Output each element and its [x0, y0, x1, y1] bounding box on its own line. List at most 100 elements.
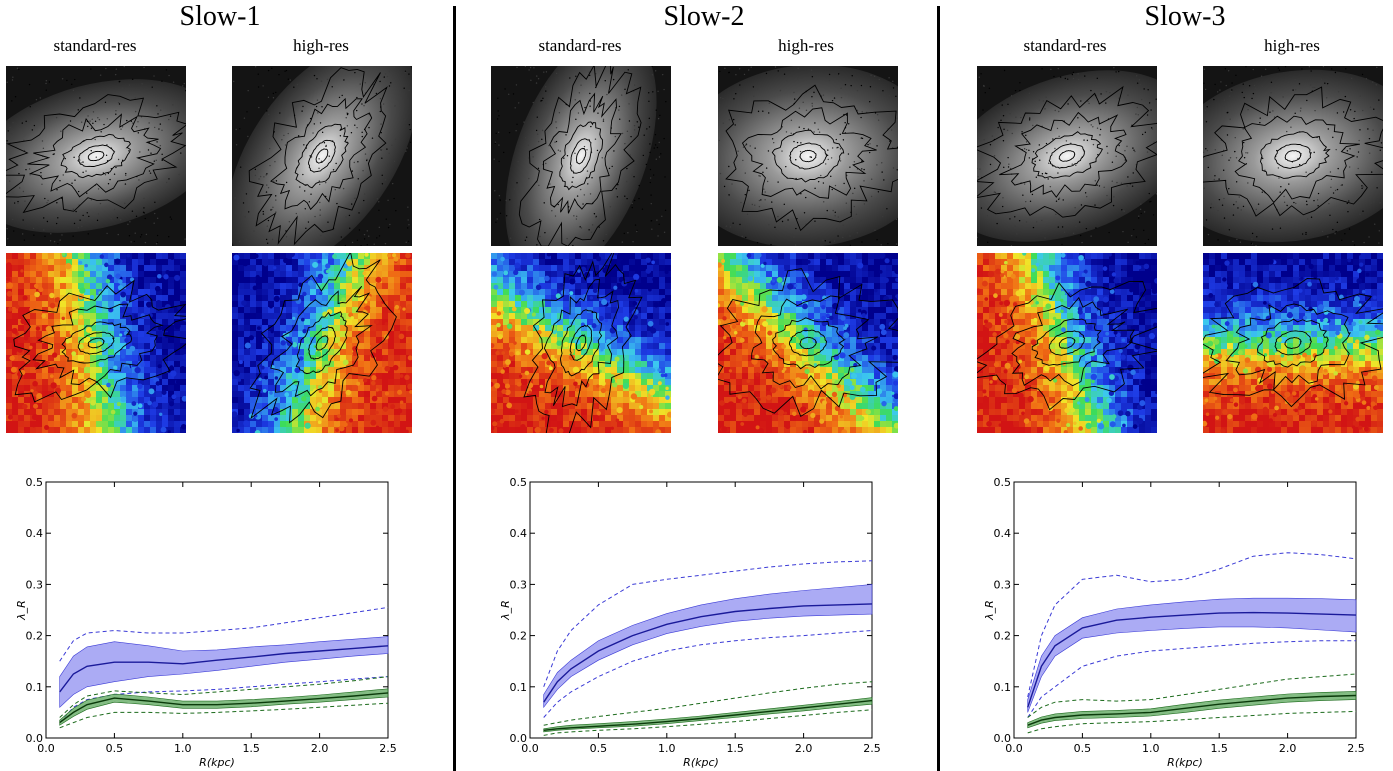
panel-title-slow-3: Slow-3	[1144, 1, 1226, 32]
contour-line	[1011, 296, 1135, 387]
series-line-high	[59, 692, 389, 724]
contour-line	[270, 97, 373, 211]
x-tick-label: 2.0	[311, 742, 329, 755]
contour-line	[1203, 278, 1383, 408]
lambda-r-plot-slow-3: 0.0 0.5 1.0 1.5 2.0 2.5 0.0 0.1 0.2 0.3 0.4 0.5 R(kp…	[984, 476, 1364, 769]
y-tick-label: 0.1	[26, 681, 44, 694]
density-map-standard-res	[977, 66, 1157, 246]
contour-line	[32, 303, 164, 385]
y-tick-label: 0.5	[510, 476, 528, 489]
x-tick-label: 1.5	[726, 742, 744, 755]
x-tick-label: 1.5	[242, 742, 260, 755]
contour-line	[718, 268, 898, 418]
series-dashed-upper-high	[1027, 673, 1357, 718]
series-line-standard	[1027, 611, 1357, 708]
panel-title-slow-2: Slow-2	[663, 1, 745, 32]
contour-line	[1058, 337, 1076, 349]
x-tick-label: 0.5	[106, 742, 124, 755]
velocity-map-high-res	[1203, 253, 1383, 433]
contour-line	[27, 113, 162, 198]
contour-line	[77, 331, 115, 355]
density-map-standard-res	[491, 66, 671, 246]
high-res-label: high-res	[1264, 36, 1320, 55]
series-band-high	[543, 697, 873, 733]
y-axis-label: λ_R	[984, 600, 996, 621]
x-tick-label: 2.5	[1347, 742, 1364, 755]
contour-line	[999, 111, 1128, 198]
contour-line	[543, 278, 619, 408]
y-tick-label: 0.3	[510, 578, 528, 591]
y-tick-label: 0.3	[994, 578, 1012, 591]
y-axis-label: λ_R	[500, 600, 512, 621]
contour-line	[1203, 86, 1383, 217]
y-tick-label: 0.2	[994, 630, 1012, 643]
panel-divider-1	[453, 6, 456, 771]
y-tick-label: 0.5	[26, 476, 44, 489]
series-band-standard	[1027, 597, 1357, 713]
x-axis-label: R(kpc)	[199, 756, 235, 769]
series-line-high	[1027, 694, 1357, 726]
contour-line	[60, 133, 132, 179]
contour-line	[6, 94, 186, 214]
series-dashed-lower-high	[1027, 710, 1357, 734]
contour-line	[1284, 150, 1302, 162]
contour-line	[87, 150, 105, 162]
contour-line	[575, 334, 587, 352]
contour-line	[799, 336, 817, 350]
x-tick-label: 1.5	[1210, 742, 1228, 755]
series-dashed-upper-standard	[59, 606, 389, 662]
contour-line	[77, 144, 116, 167]
x-tick-label: 0.0	[1005, 742, 1023, 755]
contour-line	[249, 253, 397, 424]
contour-line	[559, 309, 603, 377]
series-band-high	[59, 688, 389, 726]
y-tick-label: 0.0	[26, 732, 44, 745]
contour-line	[1284, 337, 1302, 349]
series-dashed-upper-standard	[543, 560, 873, 687]
high-res-label: high-res	[778, 36, 834, 55]
x-axis-label: R(kpc)	[1167, 756, 1203, 769]
y-tick-label: 0.4	[26, 527, 44, 540]
contour-line	[977, 85, 1157, 218]
y-tick-label: 0.4	[510, 527, 528, 540]
contour-line	[741, 107, 877, 199]
contour-line	[569, 324, 593, 361]
contour-line	[725, 84, 898, 232]
contour-line	[308, 326, 336, 360]
series-dashed-upper-standard	[1027, 552, 1357, 698]
contour-line	[771, 129, 845, 183]
series-band-standard	[543, 584, 873, 709]
contour-line	[308, 139, 336, 173]
standard-res-label: standard-res	[1023, 36, 1107, 55]
x-tick-label: 2.0	[1279, 742, 1297, 755]
contour-line	[87, 337, 106, 349]
series-line-standard	[59, 645, 389, 693]
density-map-high-res	[232, 66, 412, 246]
density-map-standard-res	[6, 66, 186, 246]
contour-line	[575, 147, 587, 165]
lambda-r-plot-slow-2: 0.0 0.5 1.0 1.5 2.0 2.5 0.0 0.1 0.2 0.3 0.4 0.5 R(kp…	[500, 476, 880, 769]
series-band-standard	[59, 636, 389, 708]
x-tick-label: 1.0	[658, 742, 676, 755]
x-tick-label: 2.5	[863, 742, 880, 755]
series-line-standard	[543, 603, 873, 703]
density-map-high-res	[718, 66, 898, 246]
contour-line	[569, 138, 592, 174]
contour-line	[977, 280, 1157, 411]
contour-line	[1048, 143, 1085, 169]
panel-divider-2	[937, 6, 940, 771]
series-band-high	[1027, 691, 1357, 729]
density-map-high-res	[1203, 66, 1383, 246]
x-tick-label: 0.0	[521, 742, 539, 755]
contour-line	[789, 329, 828, 357]
contour-line	[1048, 330, 1086, 356]
y-tick-label: 0.2	[26, 630, 44, 643]
x-axis-label: R(kpc)	[683, 756, 719, 769]
contour-line	[799, 149, 817, 163]
y-tick-label: 0.0	[994, 732, 1012, 745]
contour-line	[751, 295, 879, 390]
contour-line	[772, 317, 846, 370]
contour-line	[1257, 318, 1329, 368]
x-tick-label: 1.0	[1142, 742, 1160, 755]
contour-line	[518, 66, 642, 246]
